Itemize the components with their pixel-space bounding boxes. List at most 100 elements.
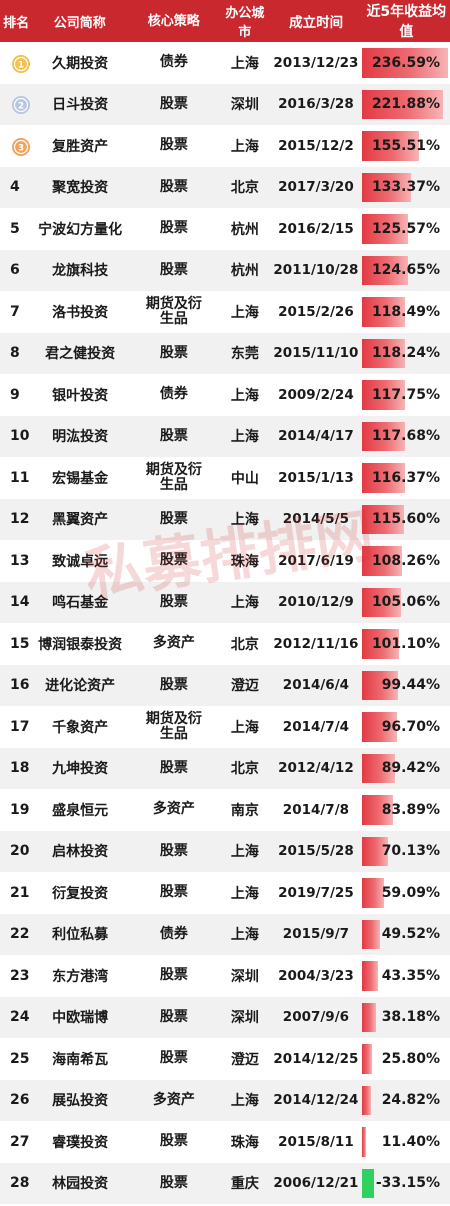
header-rank: 排名 (3, 15, 30, 31)
founded-date: 2017/3/20 (278, 179, 354, 196)
return-cell: 89.42% (362, 748, 450, 790)
rank-cell: 13 (10, 552, 30, 569)
company-name: 利位私募 (52, 927, 109, 944)
rank-cell: 2 (0, 84, 33, 126)
table-row: 28 林园投资 股票 重庆 2006/12/21 -33.15% (0, 1162, 450, 1205)
return-value: 70.13% (381, 843, 440, 860)
company-name: 进化论资产 (45, 678, 116, 695)
return-bar (362, 214, 408, 244)
founded-date: 2015/12/2 (278, 137, 354, 154)
company-name: 君之健投资 (45, 346, 116, 363)
return-bar (362, 48, 449, 78)
rank-cell: 16 (10, 677, 30, 694)
company-name: 宏锡基金 (52, 470, 109, 487)
return-bar (362, 670, 399, 700)
table-row: 12 黑翼资产 股票 上海 2014/5/5 115.60% (0, 498, 450, 541)
return-bar (362, 463, 405, 493)
return-bar (362, 1085, 372, 1115)
strategy-line: 期货及衍 (145, 710, 202, 727)
founded-date: 2004/3/23 (278, 967, 354, 984)
company-name: 明汯投资 (52, 429, 109, 446)
city-cell: 上海 (230, 304, 259, 321)
city-cell: 上海 (230, 885, 259, 902)
rank-cell: 18 (10, 760, 30, 777)
return-bar (362, 131, 419, 161)
return-value: 115.60% (371, 511, 440, 528)
rank-cell: 3 (0, 125, 33, 167)
return-bar (362, 629, 400, 659)
strategy-line: 生品 (159, 310, 188, 327)
return-cell: 101.10% (362, 623, 450, 665)
company-name: 洛书投资 (52, 304, 109, 321)
city-cell: 深圳 (230, 97, 259, 114)
strategy-cell: 股票 (159, 884, 188, 901)
return-value: 105.06% (371, 594, 440, 611)
strategy-line: 生品 (159, 725, 188, 742)
svg-text:1: 1 (18, 60, 24, 70)
return-bar (362, 795, 393, 825)
city-cell: 杭州 (230, 221, 259, 238)
gold-medal-icon: 1 (12, 54, 30, 73)
city-cell: 杭州 (230, 263, 259, 280)
return-cell: 108.26% (362, 540, 450, 582)
return-bar (362, 297, 406, 327)
city-cell: 上海 (230, 1093, 259, 1110)
city-cell: 上海 (230, 595, 259, 612)
company-name: 日斗投资 (52, 97, 109, 114)
rank-cell: 5 (10, 220, 20, 237)
return-cell: -33.15% (362, 1163, 450, 1205)
city-cell: 上海 (230, 387, 259, 404)
founded-date: 2015/8/11 (278, 1133, 354, 1150)
return-cell: 115.60% (362, 499, 450, 541)
company-name: 东方港湾 (52, 968, 109, 985)
rank-cell: 12 (10, 511, 30, 528)
company-name: 久期投资 (52, 55, 109, 72)
rank-cell: 11 (10, 469, 30, 486)
table-row: 26 展弘投资 多资产 上海 2014/12/24 24.82% (0, 1079, 450, 1121)
company-name: 睿璞投资 (52, 1134, 109, 1151)
founded-date: 2014/5/5 (282, 511, 350, 528)
return-bar (362, 753, 395, 783)
rank-cell: 15 (10, 635, 30, 652)
strategy-cell: 期货及衍 生品 (127, 457, 220, 499)
return-cell: 43.35% (362, 955, 450, 997)
rank-cell: 20 (10, 843, 30, 860)
company-name: 盛泉恒元 (52, 802, 109, 819)
founded-date: 2006/12/21 (273, 1175, 359, 1192)
company-name: 复胜资产 (52, 138, 109, 155)
return-bar (362, 1044, 372, 1074)
city-cell: 南京 (230, 802, 259, 819)
strategy-cell: 多资产 (152, 635, 195, 652)
return-value: 133.37% (371, 179, 440, 196)
return-cell: 221.88% (362, 84, 450, 126)
table-row: 27 睿璞投资 股票 珠海 2015/8/11 11.40% (0, 1121, 450, 1163)
return-cell: 83.89% (362, 789, 450, 831)
table-row: 25 海南希瓦 股票 澄迈 2014/12/25 25.80% (0, 1038, 450, 1080)
return-bar (362, 878, 384, 908)
return-value: 83.89% (381, 801, 440, 818)
founded-date: 2017/6/19 (278, 552, 354, 569)
return-bar (362, 961, 379, 991)
table-row: 3 复胜资产 股票 上海 2015/12/2 155.51% (0, 125, 450, 167)
founded-date: 2014/4/17 (278, 428, 354, 445)
return-bar (362, 504, 405, 534)
founded-date: 2011/10/28 (273, 262, 359, 279)
return-bar (362, 1002, 377, 1032)
strategy-cell: 股票 (159, 1174, 188, 1191)
city-cell: 深圳 (230, 968, 259, 985)
strategy-line: 期货及衍 (145, 295, 202, 312)
city-cell: 深圳 (230, 1010, 259, 1027)
return-bar (362, 587, 401, 617)
header-strategy: 核心策略 (147, 13, 200, 29)
rank-cell: 28 (10, 1175, 30, 1192)
return-value: 124.65% (371, 262, 440, 279)
strategy-cell: 股票 (159, 344, 188, 361)
company-name: 启林投资 (52, 844, 109, 861)
company-name: 千象资产 (52, 719, 109, 736)
return-bar (362, 1168, 375, 1198)
rank-cell: 6 (10, 262, 20, 279)
city-cell: 上海 (230, 719, 259, 736)
return-value: -33.15% (375, 1175, 440, 1192)
table-row: 8 君之健投资 股票 东莞 2015/11/10 118.24% (0, 332, 450, 374)
